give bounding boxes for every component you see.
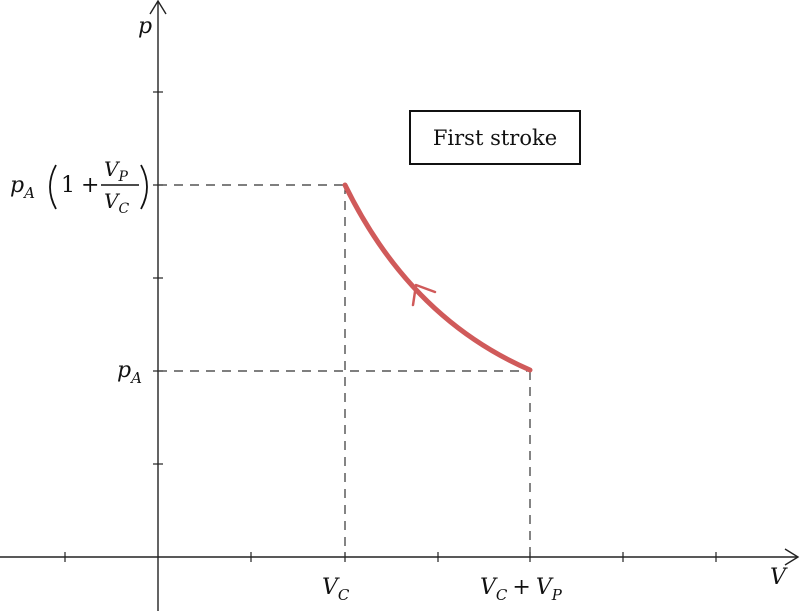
svg-text:VC+VP: VC + VP <box>480 575 563 604</box>
x-tick-label-vc-plus-vp: VC + VP <box>480 575 563 604</box>
y-tick-label-pa-expression: pA 1 + VP VC <box>10 157 148 217</box>
first-stroke-text: First stroke <box>433 126 557 150</box>
svg-text:+: + <box>81 173 99 198</box>
svg-text:pA: pA <box>10 173 35 202</box>
svg-text:pA: pA <box>117 358 142 387</box>
svg-text:VC: VC <box>104 189 129 217</box>
x-axis-label: V <box>770 565 788 590</box>
x-axis-arrow-icon <box>784 548 800 566</box>
svg-text:VP: VP <box>104 157 128 185</box>
compression-curve <box>342 182 533 373</box>
x-tick-label-vc: VC <box>322 575 350 604</box>
y-axis-label: p <box>138 14 152 39</box>
right-paren-icon <box>140 164 148 210</box>
svg-text:VC: VC <box>322 575 350 604</box>
first-stroke-label: First stroke <box>409 110 581 165</box>
left-paren-icon <box>49 164 57 210</box>
svg-text:1: 1 <box>61 173 75 198</box>
dashed-guides <box>158 184 531 557</box>
direction-arrow-icon <box>411 283 437 307</box>
y-axis-arrow-icon <box>149 0 167 15</box>
y-tick-label-pa: pA <box>117 358 142 387</box>
